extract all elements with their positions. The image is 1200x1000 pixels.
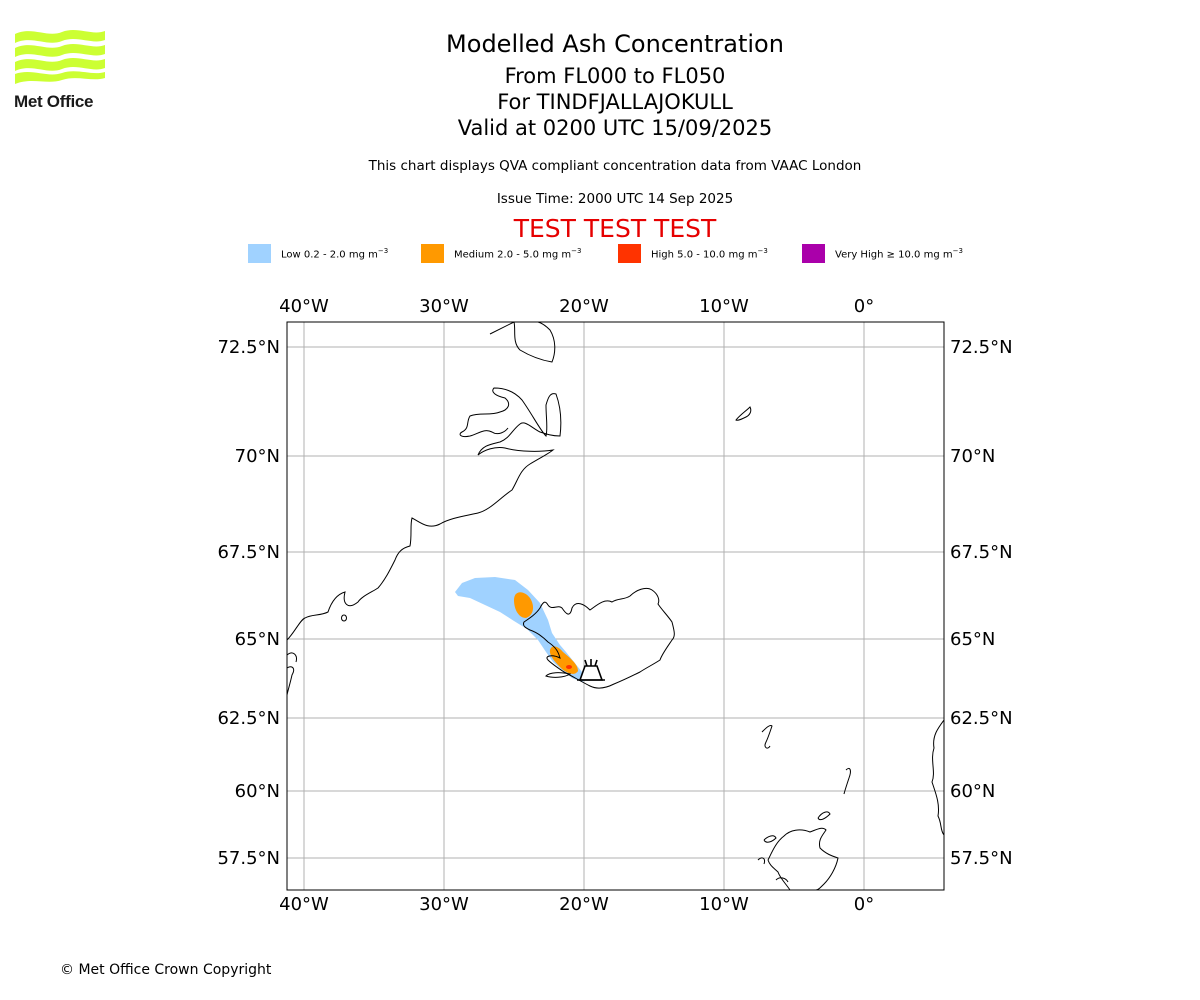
lat-label-right: 65°N [950, 629, 995, 650]
legend-item-very-high: Very High ≥ 10.0 mg m−3 [802, 244, 963, 263]
lon-label-top: 10°W [699, 296, 749, 317]
legend-swatch-low [248, 244, 271, 263]
lon-label-bottom: 30°W [419, 894, 469, 915]
flight-level-range: From FL000 to FL050 [504, 64, 726, 88]
lon-label-bottom: 10°W [699, 894, 749, 915]
valid-time: Valid at 0200 UTC 15/09/2025 [457, 116, 773, 140]
legend-label-very-high: Very High ≥ 10.0 mg m−3 [835, 246, 963, 261]
logo-text: Met Office [14, 92, 94, 111]
lon-label-bottom: 20°W [559, 894, 609, 915]
legend-swatch-medium [421, 244, 444, 263]
lat-label-left: 70°N [235, 446, 280, 467]
ash-area-high [566, 665, 572, 669]
legend-label-medium: Medium 2.0 - 5.0 mg m−3 [454, 246, 582, 261]
lat-label-right: 70°N [950, 446, 995, 467]
legend-item-high: High 5.0 - 10.0 mg m−3 [618, 244, 768, 263]
lat-label-right: 60°N [950, 781, 995, 802]
lat-label-left: 65°N [235, 629, 280, 650]
lon-label-bottom: 0° [854, 894, 874, 915]
lat-label-left: 62.5°N [217, 708, 280, 729]
copyright-notice: © Met Office Crown Copyright [60, 962, 272, 978]
chart-title: Modelled Ash Concentration [446, 30, 784, 58]
coastline-faroe [761, 725, 773, 749]
lat-label-right: 62.5°N [950, 708, 1013, 729]
map-frame [286, 321, 945, 891]
legend-swatch-high [618, 244, 641, 263]
lat-label-left: 57.5°N [217, 848, 280, 869]
lon-label-top: 30°W [419, 296, 469, 317]
lat-label-left: 60°N [235, 781, 280, 802]
coastline-shetland [843, 767, 851, 795]
legend-label-high: High 5.0 - 10.0 mg m−3 [651, 246, 768, 261]
coastline-iceland [523, 587, 675, 689]
coastline-greenland [287, 387, 562, 641]
coastline-norway [931, 719, 944, 836]
lat-label-left: 72.5°N [217, 337, 280, 358]
issue-time: Issue Time: 2000 UTC 14 Sep 2025 [496, 191, 734, 207]
coastlines [287, 322, 944, 890]
met-office-logo [15, 30, 105, 84]
ash-area-medium-north [514, 592, 534, 618]
legend-item-low: Low 0.2 - 2.0 mg m−3 [248, 244, 388, 263]
test-banner: TEST TEST TEST [513, 214, 717, 243]
volcano-name: For TINDFJALLAJOKULL [497, 90, 733, 114]
legend-item-medium: Medium 2.0 - 5.0 mg m−3 [421, 244, 581, 263]
legend-label-low: Low 0.2 - 2.0 mg m−3 [281, 246, 389, 261]
chart-subtitle: This chart displays QVA compliant concen… [368, 158, 862, 174]
coastline-scotland [767, 827, 839, 890]
legend-swatch-very-high [802, 244, 825, 263]
lon-label-top: 20°W [559, 296, 609, 317]
map-gridlines [287, 322, 944, 890]
lat-label-right: 72.5°N [950, 337, 1013, 358]
lon-label-bottom: 40°W [279, 894, 329, 915]
coastline-jan-mayen [735, 406, 752, 421]
lon-label-top: 0° [854, 296, 874, 317]
lat-label-left: 67.5°N [217, 542, 280, 563]
lat-label-right: 67.5°N [950, 542, 1013, 563]
lon-label-top: 40°W [279, 296, 329, 317]
lat-label-right: 57.5°N [950, 848, 1013, 869]
volcano-icon [577, 659, 605, 681]
